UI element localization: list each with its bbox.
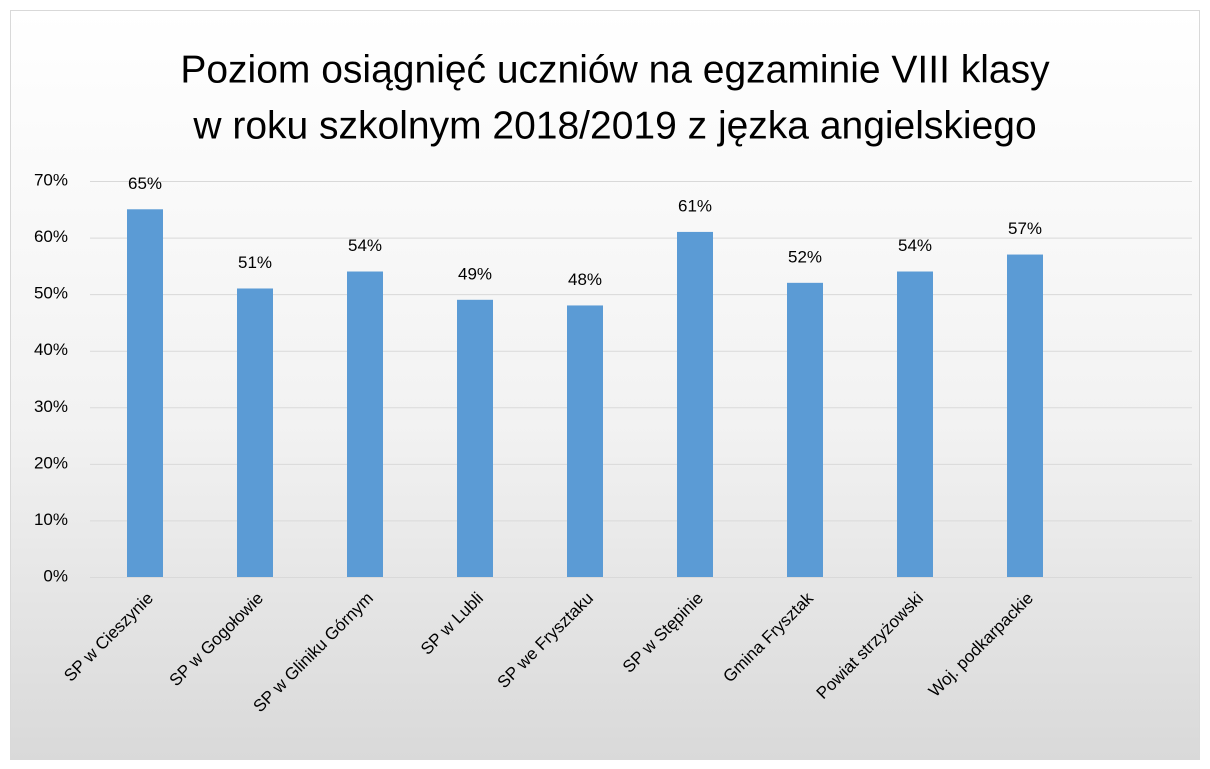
y-tick-label: 0% <box>43 566 68 585</box>
bar <box>567 305 603 577</box>
y-tick-label: 40% <box>34 340 68 359</box>
y-tick-label: 10% <box>34 510 68 529</box>
bar <box>237 288 273 577</box>
bar <box>127 209 163 578</box>
data-label: 61% <box>678 196 712 215</box>
y-tick-label: 70% <box>34 170 68 189</box>
data-label: 57% <box>1008 219 1042 238</box>
data-label: 49% <box>458 264 492 283</box>
bar <box>347 271 383 577</box>
y-tick-label: 20% <box>34 453 68 472</box>
data-label: 54% <box>348 236 382 255</box>
bar <box>457 299 493 577</box>
bar <box>677 231 713 577</box>
data-label: 65% <box>128 174 162 193</box>
bar <box>787 282 823 577</box>
data-label: 52% <box>788 247 822 266</box>
bar <box>1007 254 1043 578</box>
data-label: 54% <box>898 236 932 255</box>
data-label: 51% <box>238 253 272 272</box>
chart-background <box>10 10 1200 760</box>
data-label: 48% <box>568 270 602 289</box>
chart-title: Poziom osiągnięć uczniów na egzaminie VI… <box>180 48 1050 91</box>
y-tick-label: 30% <box>34 397 68 416</box>
chart-title: w roku szkolnym 2018/2019 z jęzka angiel… <box>192 104 1036 147</box>
bar <box>897 271 933 577</box>
y-tick-label: 60% <box>34 227 68 246</box>
y-tick-label: 50% <box>34 284 68 303</box>
